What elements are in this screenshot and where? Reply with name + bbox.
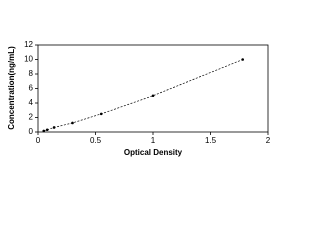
data-point — [99, 112, 103, 116]
x-tick-label: 2 — [266, 136, 271, 145]
data-point — [42, 129, 46, 133]
chart: Optical Density Concentration(ng/mL) 0 2 4… — [7, 40, 271, 157]
data-point — [151, 94, 155, 98]
y-tick-label: 4 — [29, 98, 34, 107]
y-tick-label: 6 — [29, 84, 34, 93]
y-tick-label: 12 — [24, 40, 33, 49]
x-axis-label: Optical Density — [124, 148, 183, 157]
x-tick-label: 1 — [151, 136, 156, 145]
x-tick-label: 0.5 — [90, 136, 102, 145]
y-tick-label: 0 — [29, 127, 34, 136]
data-point — [71, 121, 74, 125]
y-tick-label: 10 — [24, 55, 33, 64]
x-tick-label: 0 — [36, 136, 41, 145]
y-tick-label: 8 — [29, 69, 34, 78]
x-tick-label: 1.5 — [205, 136, 217, 145]
y-tick-label: 2 — [29, 113, 34, 122]
data-point — [45, 128, 49, 132]
plot-frame — [37, 44, 269, 133]
data-point — [52, 126, 56, 129]
data-point — [241, 58, 244, 61]
y-axis-label: Concentration(ng/mL) — [7, 46, 16, 130]
